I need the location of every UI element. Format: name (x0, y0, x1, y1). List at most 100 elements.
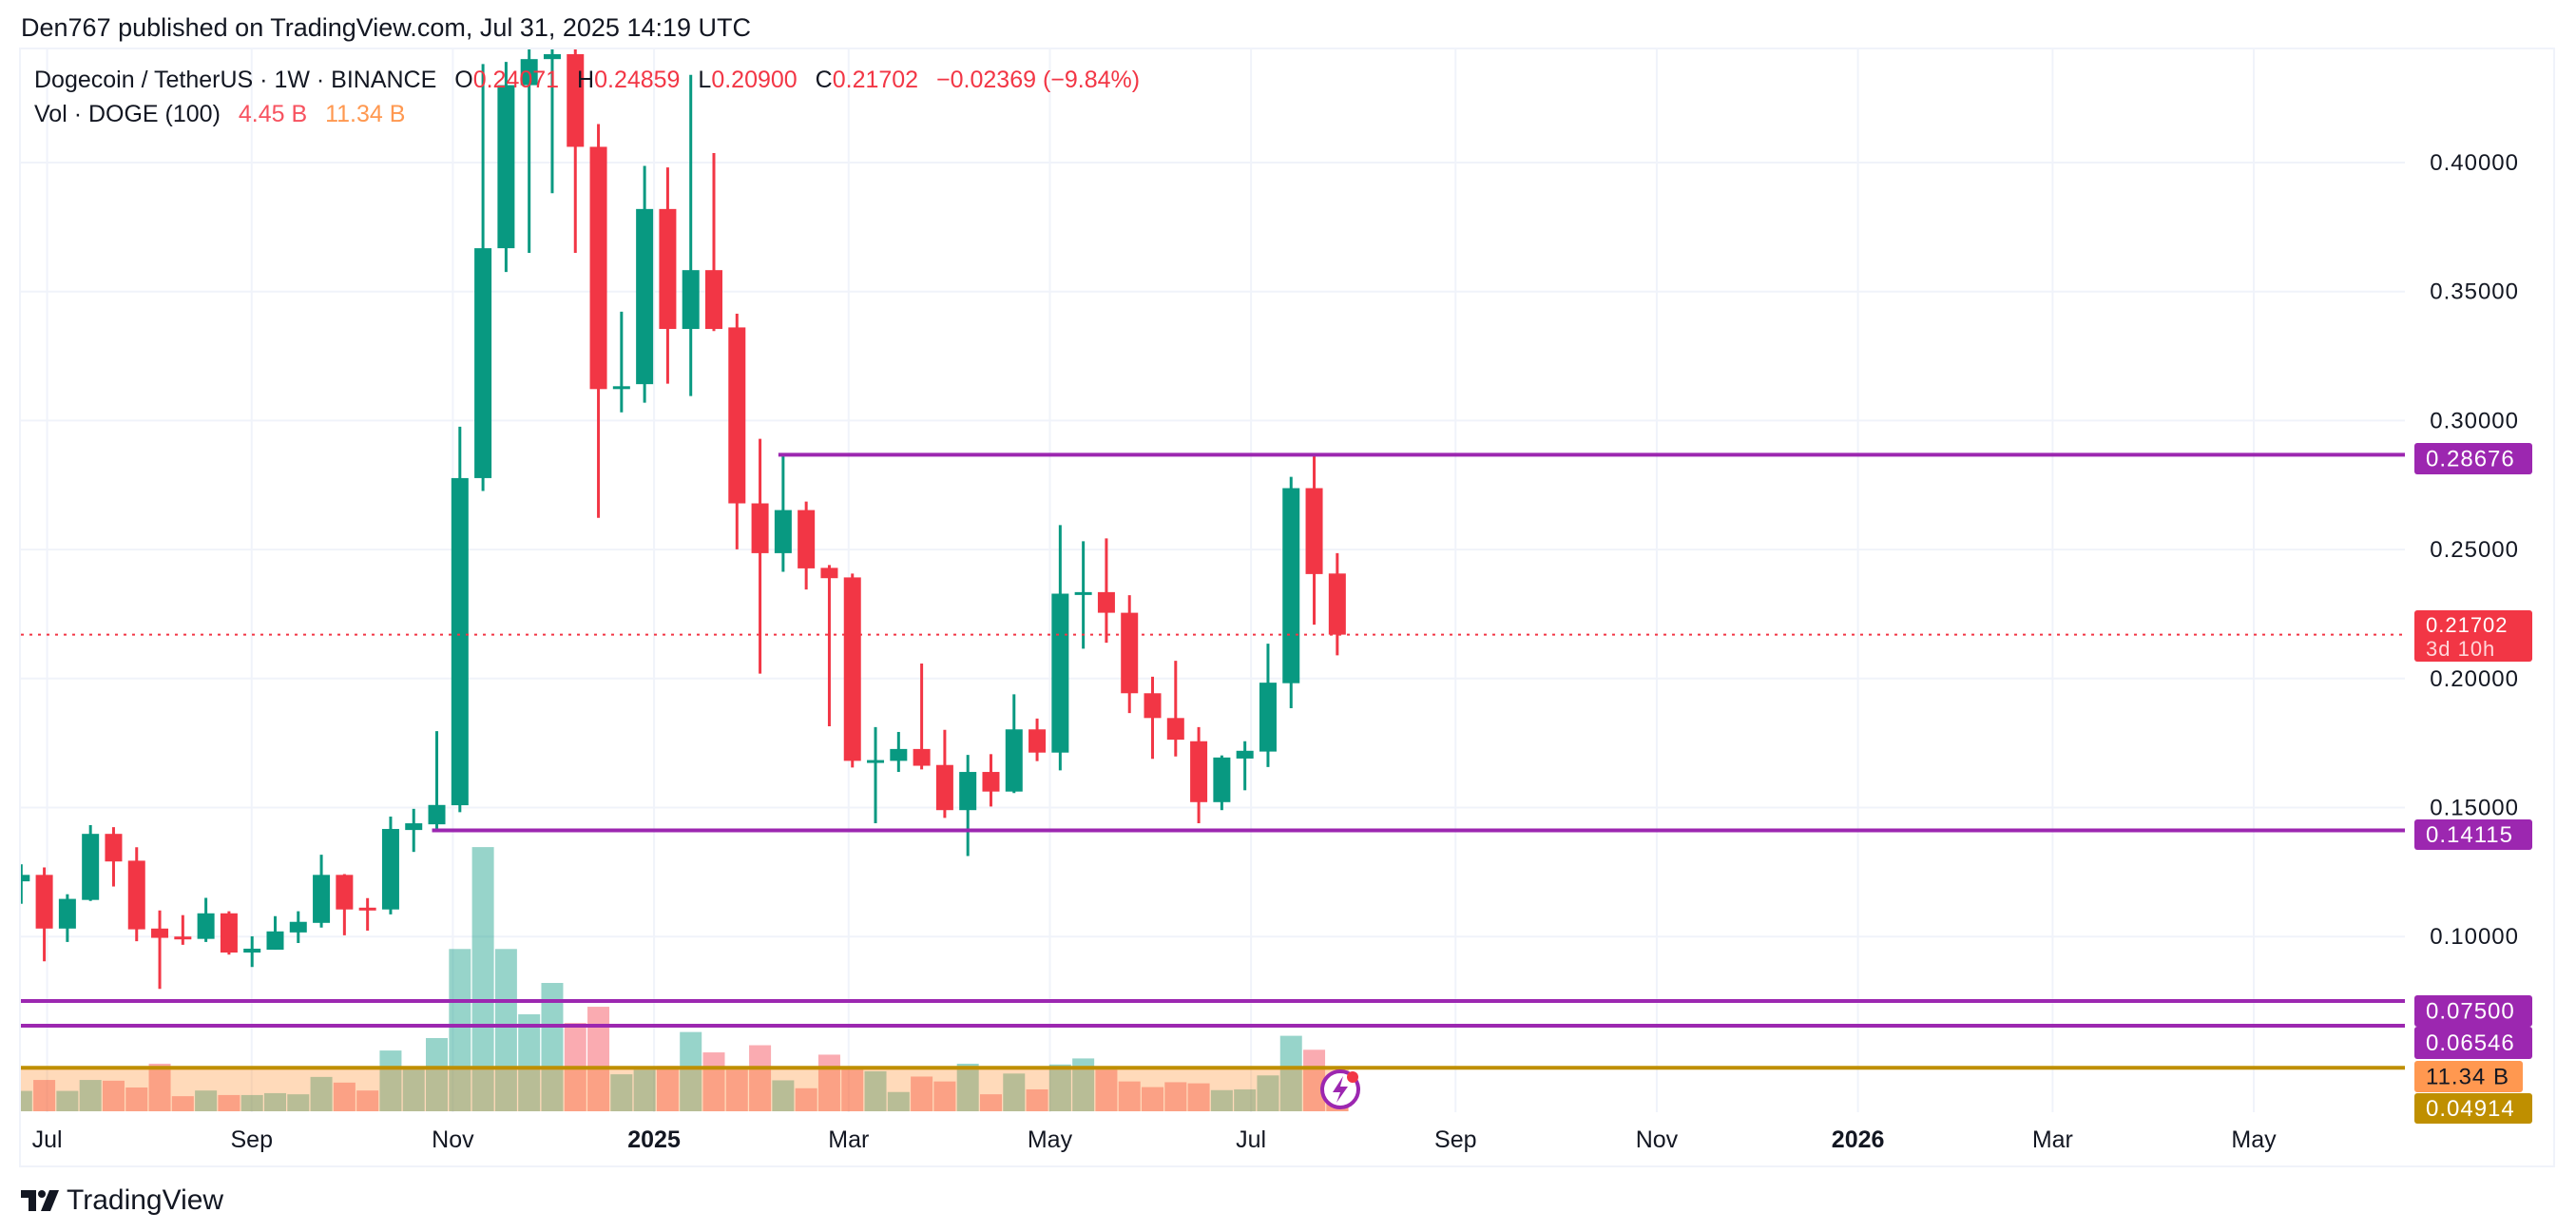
candle-body (243, 948, 261, 953)
candle[interactable] (428, 731, 446, 833)
candle[interactable] (151, 910, 169, 990)
candle-body (843, 577, 861, 761)
candle[interactable] (1259, 644, 1277, 767)
candle[interactable] (843, 573, 861, 768)
candle-body (1051, 593, 1069, 753)
candle[interactable] (35, 867, 53, 962)
candle[interactable] (358, 897, 376, 931)
symbol-title[interactable]: Dogecoin / TetherUS · 1W · BINANCE (34, 67, 437, 93)
candle[interactable] (659, 167, 677, 384)
volume-bar (633, 1069, 656, 1111)
candle-body (543, 54, 561, 60)
candle[interactable] (1051, 525, 1069, 771)
candle-body (1213, 757, 1231, 802)
candle[interactable] (567, 0, 585, 253)
candle[interactable] (1074, 541, 1092, 649)
candle-body (313, 875, 331, 923)
candle[interactable] (266, 915, 284, 951)
candle[interactable] (220, 911, 238, 955)
candle[interactable] (336, 874, 354, 935)
candle[interactable] (1166, 661, 1184, 757)
candle[interactable] (913, 664, 931, 770)
candle[interactable] (682, 74, 700, 396)
time-axis-label: Jul (32, 1126, 63, 1153)
candle[interactable] (1305, 454, 1323, 626)
candle[interactable] (405, 808, 423, 853)
candle[interactable] (474, 64, 492, 491)
candle-body (1005, 729, 1023, 792)
candle[interactable] (820, 565, 838, 727)
candle[interactable] (497, 62, 515, 273)
candle[interactable] (589, 124, 607, 518)
time-axis-label: Mar (828, 1126, 869, 1153)
candle[interactable] (636, 165, 654, 403)
candle[interactable] (1213, 755, 1231, 811)
candle[interactable] (959, 755, 977, 857)
candle[interactable] (867, 726, 885, 824)
volume-bar (102, 1080, 125, 1111)
candle[interactable] (1282, 476, 1300, 709)
candle[interactable] (890, 731, 908, 773)
candle[interactable] (381, 816, 399, 914)
candle[interactable] (1236, 741, 1254, 791)
candle[interactable] (451, 426, 469, 813)
candle-body (1121, 612, 1139, 694)
volume-ma-tag-text: 11.34 B (2426, 1065, 2509, 1090)
candle[interactable] (751, 438, 769, 674)
candle[interactable] (58, 894, 76, 942)
candle[interactable] (728, 314, 746, 549)
candle-body (867, 760, 885, 763)
plot-area[interactable] (10, 0, 1349, 1111)
candle[interactable] (798, 501, 816, 590)
candle[interactable] (982, 754, 1000, 807)
candle[interactable] (174, 914, 192, 945)
volume-bar (587, 1007, 610, 1111)
candle[interactable] (197, 897, 215, 942)
candle[interactable] (82, 824, 100, 901)
candle[interactable] (543, 0, 561, 194)
candle-body (1074, 591, 1092, 595)
candle-body (151, 928, 169, 938)
volume-bar (195, 1090, 218, 1111)
candle[interactable] (289, 911, 307, 943)
price-tag-line-049-box (2414, 1093, 2532, 1124)
candle[interactable] (12, 864, 30, 904)
volume-bar (125, 1087, 148, 1111)
candle[interactable] (705, 152, 722, 332)
volume-bar (379, 1050, 402, 1111)
candle[interactable] (1328, 552, 1346, 656)
lightning-icon[interactable] (1320, 1069, 1360, 1109)
volume-bar (518, 1013, 541, 1111)
candle[interactable] (935, 729, 953, 818)
candle[interactable] (612, 311, 630, 413)
candle[interactable] (774, 454, 792, 572)
candle[interactable] (1190, 726, 1208, 824)
candle[interactable] (105, 827, 123, 887)
volume-title[interactable]: Vol · DOGE (100) (34, 101, 221, 127)
candle[interactable] (313, 855, 331, 928)
candle-body (1166, 718, 1184, 741)
candle[interactable] (1097, 538, 1115, 644)
volume-bar (21, 1090, 32, 1111)
lightning-bolt (1333, 1076, 1348, 1103)
candle-body (567, 54, 585, 147)
tradingview-logo[interactable]: TradingView (21, 1184, 223, 1217)
candle[interactable] (1144, 676, 1162, 760)
candle[interactable] (1005, 694, 1023, 794)
volume-bar (471, 847, 494, 1111)
candle-body (497, 85, 515, 249)
price-tag-line-075-text: 0.07500 (2426, 999, 2515, 1025)
time-axis-label: 2025 (627, 1126, 681, 1153)
candle-body (405, 823, 423, 831)
candle[interactable] (1121, 595, 1139, 714)
candle[interactable] (520, 8, 538, 253)
time-axis-label: Jul (1236, 1126, 1266, 1153)
volume-bar (864, 1070, 887, 1111)
candle[interactable] (127, 847, 145, 942)
candle[interactable] (1028, 718, 1047, 761)
candle-body (289, 921, 307, 933)
open-label: O (454, 67, 473, 93)
candle[interactable] (243, 935, 261, 968)
candle-body (890, 748, 908, 761)
